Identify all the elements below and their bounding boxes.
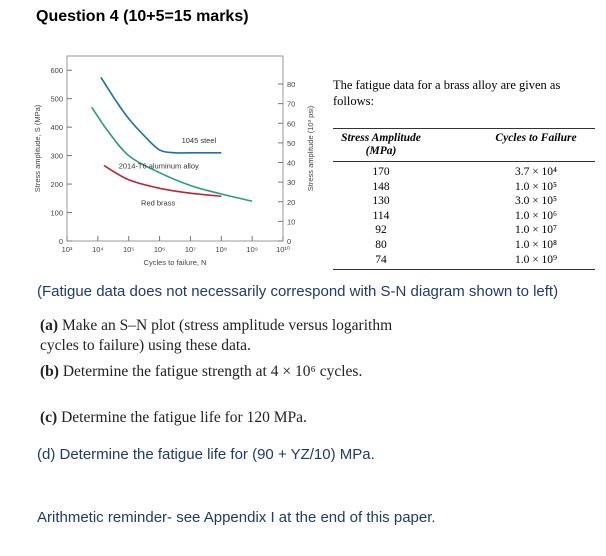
x-tick-label: 10⁴ [92,245,104,254]
chart-series [91,76,253,202]
part-d: (d) Determine the fatigue life for (90 +… [37,446,375,463]
series-line-red-brass [103,164,222,198]
x-axis-title: Cycles to failure, N [144,258,207,267]
y-tick-label-right: 70 [287,100,295,109]
table-row: 170 3.7 × 10⁴ [333,165,595,180]
x-tick-label: 10³ [62,245,73,254]
y-tick-label-right: 10 [287,217,295,226]
table-row: 148 1.0 × 10⁵ [333,180,595,195]
part-a-label: (a) [40,317,59,334]
y-tick-label-left: 500 [50,95,63,104]
table-row: 74 1.0 × 10⁹ [333,253,595,268]
x-tick-label: 10⁷ [185,245,196,254]
part-b-label: (b) [40,363,59,380]
series-line-1045-steel [100,76,222,154]
y-tick-label-left: 200 [50,180,63,189]
series-label: Red brass [141,198,175,207]
plot-frame [66,55,284,242]
y-tick-label-left: 100 [50,209,63,218]
note-text: (Fatigue data does not necessarily corre… [37,283,559,300]
y-tick-label-right: 0 [287,237,291,246]
y-axis-title-left: Stress amplitude, S (MPa) [33,104,42,192]
y-tick-label-left: 0 [59,237,63,246]
intro-text: The fatigue data for a brass alloy are g… [333,78,561,108]
chart-ticks: 0 100 200 300 400 500 600 0 10 20 30 40 50 60 70 80 10³ 1… [50,66,295,254]
chart-labels: 1045 steel 2014-T6 aluminum alloy Red bras… [33,104,315,267]
cell-stress: 74 [375,253,387,266]
cell-cycles: 1.0 × 10⁷ [514,224,558,237]
table-header: Stress Amplitude (MPa) Cycles to Failure [333,129,595,162]
part-c-label: (c) [40,409,58,426]
cell-stress: 92 [375,224,387,237]
fatigue-data-table: Stress Amplitude (MPa) Cycles to Failure… [333,128,595,271]
part-a: (a) Make an S–N plot (stress amplitude v… [40,316,420,356]
y-axis-title-right: Stress amplitude (10³ psi) [306,105,315,191]
chart-axes [66,55,284,242]
cell-stress: 148 [372,180,390,193]
table-body: 170 3.7 × 10⁴ 148 1.0 × 10⁵ 130 3.0 × 10⁵ 114 1… [333,162,595,267]
y-tick-label-right: 30 [287,178,295,187]
cell-cycles: 1.0 × 10⁸ [514,238,558,251]
cell-cycles: 1.0 × 10⁶ [514,209,558,222]
x-tick-label: 10¹⁰ [276,245,290,254]
x-tick-label: 10⁵ [123,245,134,254]
part-a-text: Make an S–N plot (stress amplitude versu… [40,317,393,354]
cell-cycles: 1.0 × 10⁹ [514,253,558,266]
cell-cycles: 3.0 × 10⁵ [514,195,558,208]
cell-stress: 80 [375,238,387,251]
col-header-stress: Stress Amplitude (MPa) [341,132,421,157]
series-line-2014-t6-aluminum-alloy [91,106,253,202]
col-header-cycles: Cycles to Failure [495,132,577,144]
part-b-text: Determine the fatigue strength at 4 × 10… [62,363,363,380]
y-tick-label-right: 50 [287,139,295,148]
cell-cycles: 1.0 × 10⁵ [514,180,558,193]
table-row: 114 1.0 × 10⁶ [333,209,595,224]
part-c-text: Determine the fatigue life for 120 MPa. [61,409,307,426]
table-row: 130 3.0 × 10⁵ [333,194,595,209]
part-b: (b) Determine the fatigue strength at 4 … [40,362,420,382]
question-title: Question 4 (10+5=15 marks) [36,8,249,25]
x-tick-label: 10⁶ [154,245,165,254]
cell-stress: 170 [372,166,390,178]
reminder-text: Arithmetic reminder- see Appendix I at t… [37,509,436,526]
y-tick-label-right: 40 [287,159,295,168]
part-c: (c) Determine the fatigue life for 120 M… [40,408,420,428]
y-tick-label-right: 60 [287,119,295,128]
y-tick-label-left: 600 [50,66,63,75]
y-tick-label-left: 400 [50,123,63,132]
cell-stress: 130 [372,195,390,208]
table-row: 92 1.0 × 10⁷ [333,223,595,238]
series-label: 1045 steel [182,136,217,145]
x-tick-label: 10⁹ [246,245,258,254]
series-label: 2014-T6 aluminum alloy [119,161,199,170]
y-tick-label-right: 20 [287,198,295,207]
y-tick-label-right: 80 [287,80,295,89]
cell-stress: 114 [372,209,390,222]
y-tick-label-left: 300 [50,152,63,161]
cell-cycles: 3.7 × 10⁴ [514,166,558,178]
x-tick-label: 10⁸ [216,245,228,254]
table-row: 80 1.0 × 10⁸ [333,238,595,253]
